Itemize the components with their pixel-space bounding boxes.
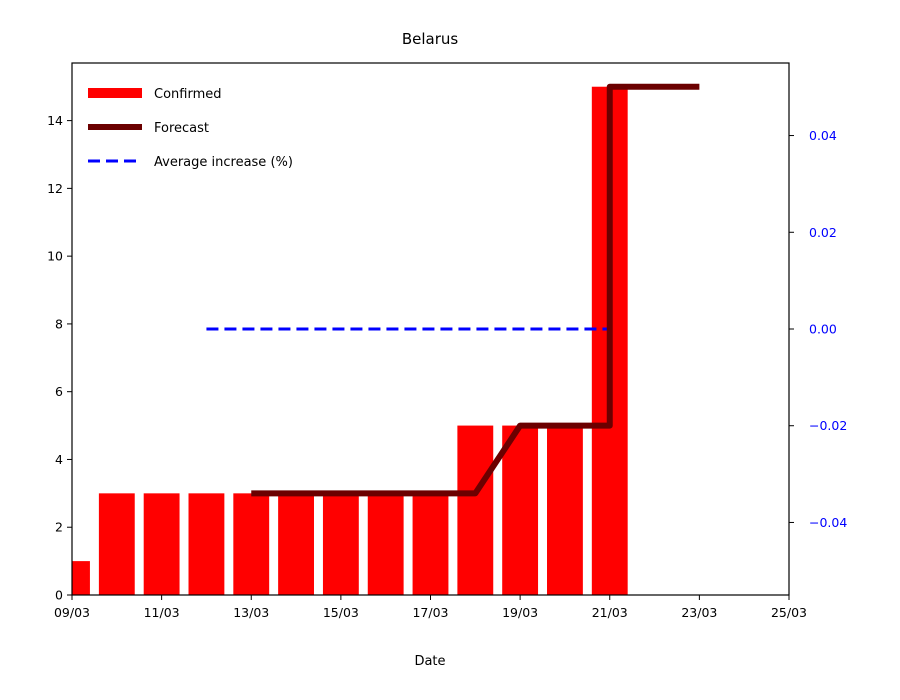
y-right-tick-label: −0.04 (809, 515, 847, 530)
y-tick-label: 2 (55, 520, 63, 535)
y-tick-label: 4 (55, 452, 63, 467)
x-tick-label: 21/03 (592, 605, 628, 620)
y-right-tick-label: −0.02 (809, 418, 847, 433)
legend-swatch-confirmed (88, 88, 142, 98)
y-axis-right: −0.04 −0.02 0.00 0.02 0.04 (789, 128, 847, 530)
x-tick-label: 15/03 (323, 605, 359, 620)
x-tick-label: 19/03 (502, 605, 538, 620)
y-axis-left: 0 2 4 6 8 10 12 14 (47, 113, 72, 603)
plot-area (72, 83, 700, 595)
y-tick-label: 12 (47, 181, 63, 196)
bar-confirmed (547, 425, 583, 595)
legend-label: Forecast (154, 121, 209, 136)
bar-confirmed (143, 493, 180, 595)
x-tick-label: 23/03 (681, 605, 717, 620)
bar-confirmed (502, 425, 539, 595)
legend-label: Average increase (%) (154, 155, 293, 170)
legend: Confirmed Forecast Average increase (%) (88, 87, 293, 170)
x-tick-label: 17/03 (412, 605, 448, 620)
series-line-forecast (251, 83, 700, 497)
y-tick-label: 10 (47, 249, 63, 264)
y-tick-label: 0 (55, 588, 63, 603)
bar-confirmed (457, 425, 494, 595)
x-tick-label: 11/03 (144, 605, 180, 620)
bar-confirmed (188, 493, 225, 595)
x-tick-label: 25/03 (771, 605, 807, 620)
x-axis-label: Date (414, 654, 445, 669)
bar-confirmed (322, 493, 359, 595)
plot-series (72, 83, 700, 595)
bar-confirmed (233, 493, 270, 595)
legend-label: Confirmed (154, 87, 222, 102)
bar-confirmed (412, 493, 449, 595)
y-right-tick-label: 0.02 (809, 225, 837, 240)
y-right-tick-label: 0.00 (809, 322, 837, 337)
bar-confirmed (72, 561, 90, 595)
x-tick-label: 13/03 (233, 605, 269, 620)
y-tick-label: 6 (55, 384, 63, 399)
x-tick-label: 09/03 (54, 605, 90, 620)
y-tick-label: 14 (47, 113, 63, 128)
bar-confirmed (278, 493, 314, 595)
x-axis: 09/03 11/03 13/03 15/03 17/03 19/03 21/03 23/03… (54, 595, 807, 620)
y-tick-label: 8 (55, 316, 63, 331)
bar-confirmed (367, 493, 404, 595)
bar-confirmed (98, 493, 135, 595)
chart-title: Belarus (402, 30, 459, 48)
y-right-tick-label: 0.04 (809, 128, 837, 143)
